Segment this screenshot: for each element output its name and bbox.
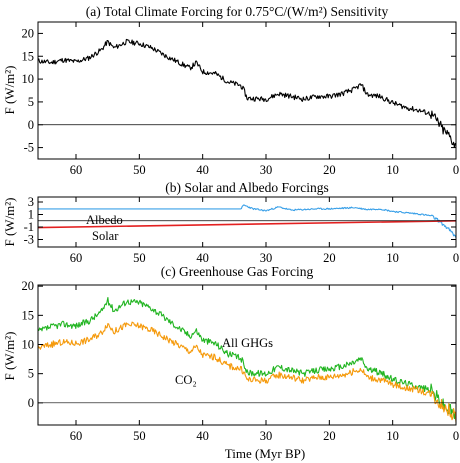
- x-axis-label: Time (Myr BP): [225, 446, 305, 461]
- y-tick-label: 5: [28, 95, 34, 109]
- x-tick-label: 60: [70, 163, 83, 177]
- y-tick-label: 1: [28, 208, 34, 222]
- panel-c-title: (c) Greenhouse Gas Forcing: [161, 264, 314, 279]
- x-tick-label: 50: [133, 163, 146, 177]
- y-tick-label: 10: [22, 338, 35, 352]
- x-tick-label: 10: [386, 429, 399, 443]
- x-tick-label: 10: [386, 163, 399, 177]
- panel-b-plot-frame: [37, 196, 457, 248]
- x-tick-label: 30: [260, 429, 273, 443]
- panel-a-y-axis-label: F (W/m²): [2, 65, 17, 114]
- x-tick-label: 0: [453, 163, 459, 177]
- y-tick-label: 15: [22, 308, 35, 322]
- y-tick-label: -1: [24, 220, 34, 234]
- y-tick-label: 0: [28, 396, 34, 410]
- series-solar-line: [37, 220, 457, 229]
- y-tick-label: 20: [22, 279, 35, 293]
- y-tick-label: 10: [22, 72, 35, 86]
- panel-solar-albedo: (b) Solar and Albedo Forcings 60 50 40 30 20…: [2, 180, 459, 265]
- solar-label: Solar: [92, 229, 119, 243]
- y-tick-label: 20: [22, 26, 35, 40]
- x-tick-label: 20: [323, 251, 336, 265]
- x-tick-label: 40: [196, 163, 209, 177]
- y-tick-label: 3: [28, 195, 34, 209]
- panel-a-plot-frame: [37, 21, 457, 160]
- x-tick-label: 30: [260, 163, 273, 177]
- x-tick-label: 50: [133, 251, 146, 265]
- series-albedo-line: [38, 204, 457, 239]
- series-co--line: [37, 321, 457, 423]
- x-tick-label: 10: [386, 251, 399, 265]
- co2-label: CO₂: [175, 373, 197, 387]
- panel-b-title: (b) Solar and Albedo Forcings: [165, 180, 328, 195]
- x-tick-label: 40: [196, 429, 209, 443]
- panel-total-forcing: (a) Total Climate Forcing for 0.75°C/(W/…: [2, 4, 459, 177]
- y-tick-label: -5: [24, 141, 34, 155]
- x-tick-label: 0: [453, 251, 459, 265]
- panel-b-y-axis-label: F (W/m²): [2, 197, 17, 246]
- x-tick-label: 30: [260, 251, 273, 265]
- x-tick-label: 20: [323, 429, 336, 443]
- panel-greenhouse-gas: (c) Greenhouse Gas Forcing 60 50 40 30 20 10 0…: [2, 264, 459, 461]
- x-tick-label: 20: [323, 163, 336, 177]
- y-tick-label: 15: [22, 49, 35, 63]
- y-tick-label: 0: [28, 118, 34, 132]
- panel-c-y-axis-label: F (W/m²): [2, 331, 17, 380]
- panel-c-plot-frame: [37, 284, 457, 426]
- series-total-forcing-line: [37, 38, 457, 148]
- y-tick-label: 5: [28, 367, 34, 381]
- y-tick-label: -3: [24, 233, 34, 247]
- series-all-ghgs-line: [38, 296, 457, 421]
- albedo-label: Albedo: [86, 213, 123, 227]
- x-tick-label: 60: [70, 251, 83, 265]
- all-ghgs-label: All GHGs: [222, 336, 273, 350]
- x-tick-label: 60: [70, 429, 83, 443]
- panel-a-title: (a) Total Climate Forcing for 0.75°C/(W/…: [86, 4, 389, 19]
- x-tick-label: 0: [453, 429, 459, 443]
- x-tick-label: 50: [133, 429, 146, 443]
- x-tick-label: 40: [196, 251, 209, 265]
